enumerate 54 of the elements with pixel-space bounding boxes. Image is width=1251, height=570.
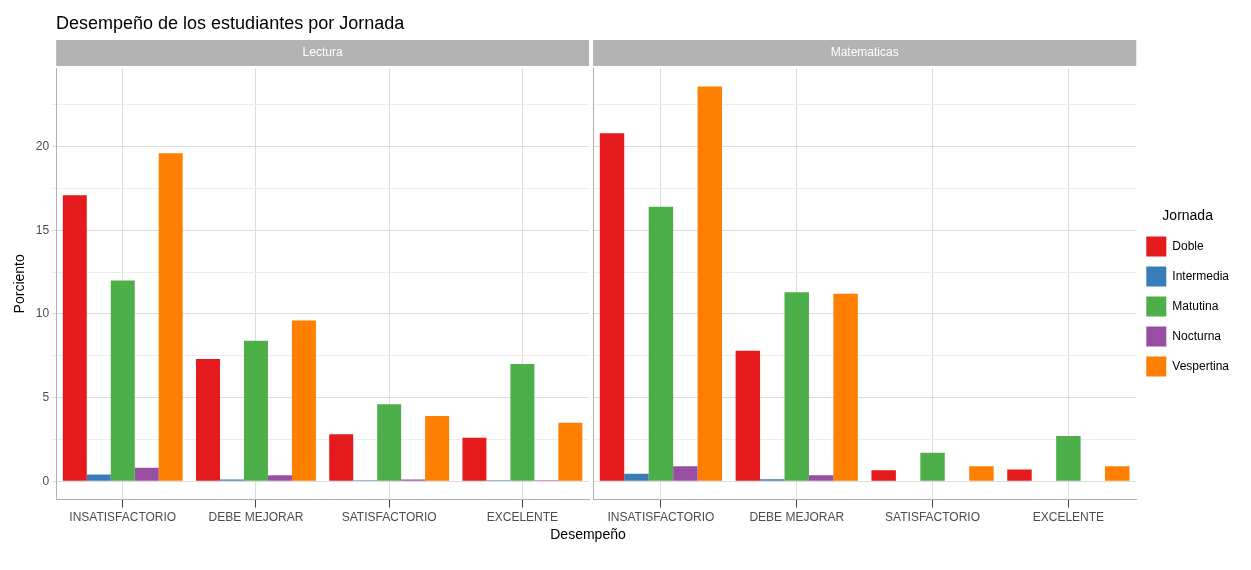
x-tick-label: DEBE MEJORAR: [749, 510, 845, 525]
x-tick-label: EXCELENTE: [1032, 510, 1105, 525]
bar: [697, 86, 723, 481]
bar: [871, 470, 896, 481]
bar: [969, 466, 994, 481]
x-tick-label: INSATISFACTORIO: [607, 510, 715, 525]
x-tick-label: SATISFACTORIO: [885, 510, 981, 525]
bar: [735, 350, 761, 481]
x-tick-label: DEBE MEJORAR: [208, 510, 304, 525]
x-tick-label: SATISFACTORIO: [341, 510, 437, 525]
chart-subtitle: Matematicas: [830, 45, 899, 60]
bar: [673, 466, 698, 481]
bar: [808, 475, 834, 481]
y-tick-label: 10: [35, 306, 50, 321]
bar: [243, 340, 268, 481]
x-axis-title: Desempeño: [549, 526, 627, 542]
bar: [291, 320, 316, 481]
bar: [86, 474, 111, 481]
chart-title: Desempeño de los estudiantes por Jornada: [55, 12, 406, 35]
bar: [158, 153, 183, 481]
chart-subtitle: Lectura: [302, 45, 343, 60]
bar: [462, 437, 487, 481]
bar: [134, 467, 159, 481]
bar: [267, 475, 292, 481]
bar: [1056, 436, 1081, 481]
bar: [599, 133, 625, 481]
legend-title: Jornada: [1162, 207, 1214, 224]
bar: [1105, 466, 1130, 481]
y-tick-label: 15: [35, 222, 50, 237]
bar: [920, 452, 945, 481]
x-tick-label: INSATISFACTORIO: [69, 510, 177, 525]
bar: [110, 280, 135, 481]
legend-label: Intermedia: [1172, 268, 1230, 283]
legend-label: Nocturna: [1172, 328, 1222, 343]
bar: [329, 434, 354, 481]
bar: [196, 359, 220, 481]
legend-label: Matutina: [1172, 298, 1219, 313]
bar: [558, 422, 583, 481]
bar: [1007, 469, 1032, 481]
y-tick-label: 0: [42, 473, 50, 488]
bar: [648, 206, 674, 481]
legend-label: Doble: [1172, 238, 1204, 253]
bar: [784, 292, 809, 481]
bar: [377, 404, 402, 481]
x-tick-label: EXCELENTE: [486, 510, 559, 525]
bar: [510, 364, 535, 481]
legend-label: Vespertina: [1172, 358, 1230, 373]
y-tick-label: 5: [42, 389, 50, 404]
y-tick-label: 20: [35, 138, 50, 153]
bar: [62, 195, 87, 481]
y-axis-title: Porciento: [11, 254, 28, 314]
bar: [425, 415, 450, 481]
bar: [833, 293, 858, 481]
bar: [624, 473, 649, 481]
